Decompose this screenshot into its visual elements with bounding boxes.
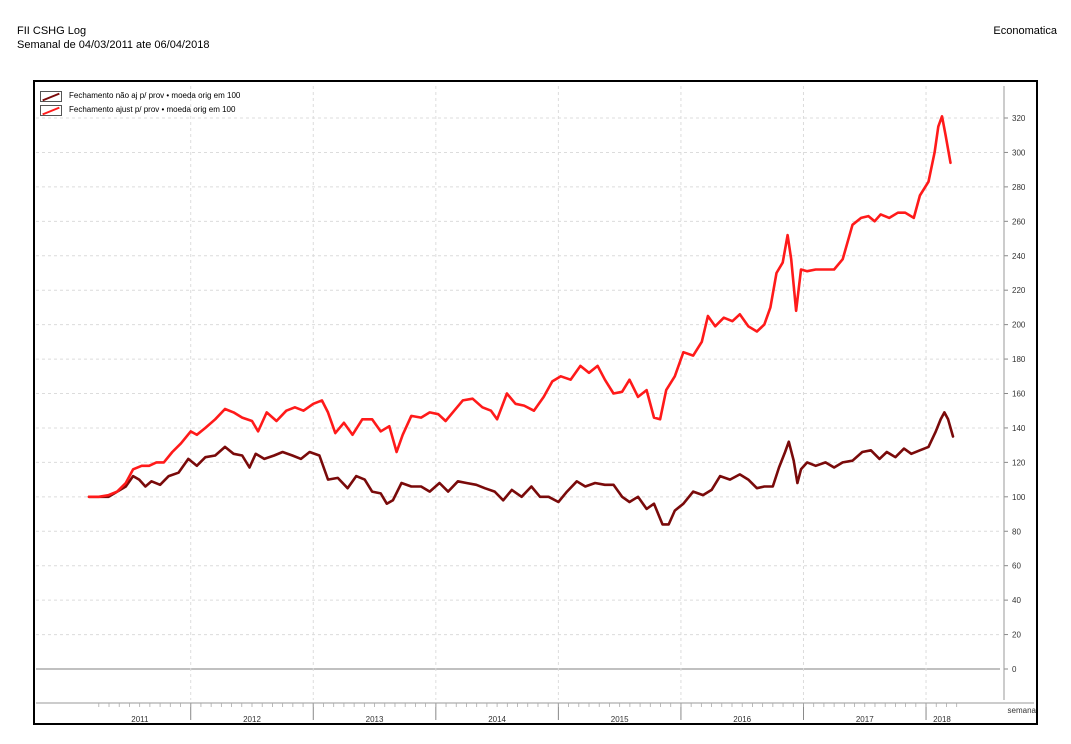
y-tick-label-240: 240 [1012, 252, 1026, 261]
x-tick-label-2016: 2016 [733, 715, 751, 724]
y-tick-label-280: 280 [1012, 183, 1026, 192]
y-tick-label-140: 140 [1012, 424, 1026, 433]
x-tick-label-2013: 2013 [366, 715, 384, 724]
x-axis-label: semana [1008, 706, 1037, 715]
y-tick-label-180: 180 [1012, 355, 1026, 364]
legend-item-nominal: Fechamento não aj p/ prov • moeda orig e… [40, 89, 240, 103]
legend-label-nominal: Fechamento não aj p/ prov • moeda orig e… [69, 91, 241, 100]
legend-item-adjusted: Fechamento ajust p/ prov • moeda orig em… [40, 103, 240, 117]
y-tick-label-320: 320 [1012, 114, 1026, 123]
y-tick-label-300: 300 [1012, 148, 1026, 157]
y-tick-label-160: 160 [1012, 390, 1026, 399]
x-tick-label-2015: 2015 [611, 715, 629, 724]
y-tick-label-60: 60 [1012, 562, 1021, 571]
series-line-adjusted [87, 115, 952, 499]
y-tick-label-220: 220 [1012, 286, 1026, 295]
chart-title: FII CSHG Log [17, 25, 87, 37]
x-tick-label-2012: 2012 [243, 715, 261, 724]
y-tick-label-20: 20 [1012, 631, 1021, 640]
x-tick-label-2017: 2017 [856, 715, 874, 724]
x-tick-label-2011: 2011 [131, 715, 149, 724]
y-tick-label-260: 260 [1012, 217, 1026, 226]
x-tick-label-2018: 2018 [933, 715, 951, 724]
chart-subtitle: Semanal de 04/03/2011 ate 06/04/2018 [17, 39, 210, 51]
y-tick-label-0: 0 [1012, 665, 1017, 674]
chart-frame [33, 80, 1038, 725]
x-tick-label-2014: 2014 [488, 715, 506, 724]
legend-swatch-nominal [40, 90, 62, 102]
legend-label-adjusted: Fechamento ajust p/ prov • moeda orig em… [69, 105, 236, 114]
y-tick-label-40: 40 [1012, 596, 1021, 605]
brand-label: Economatica [993, 25, 1057, 37]
y-tick-label-80: 80 [1012, 527, 1021, 536]
series-line-nominal [87, 411, 955, 526]
legend: Fechamento não aj p/ prov • moeda orig e… [40, 89, 240, 117]
legend-swatch-adjusted [40, 104, 62, 116]
y-tick-label-100: 100 [1012, 493, 1026, 502]
y-tick-label-200: 200 [1012, 321, 1026, 330]
y-tick-label-120: 120 [1012, 458, 1026, 467]
